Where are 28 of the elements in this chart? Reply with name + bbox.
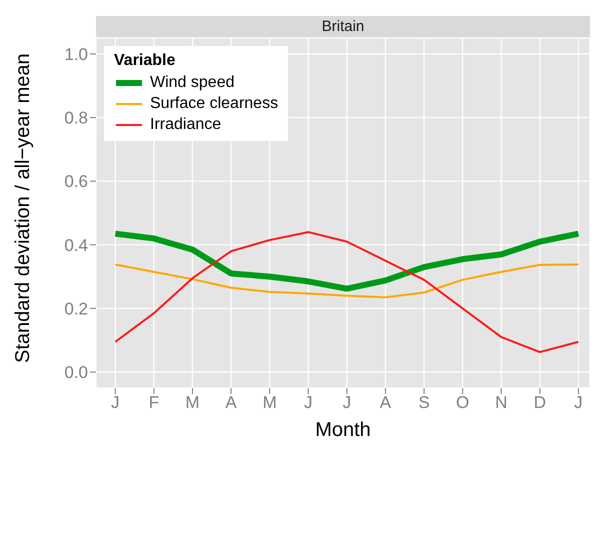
x-tick-label: N [495,393,508,412]
y-axis-title: Standard deviation / all−year mean [12,53,34,363]
chart-title: Britain [96,16,590,38]
x-tick-label: J [574,393,583,412]
legend-label: Surface clearness [150,94,278,112]
y-tick-label: 0.8 [64,108,88,128]
x-tick-label: M [262,393,277,412]
x-axis-title: Month [315,419,371,441]
y-tick-label: 0.4 [64,236,88,255]
y-tick-label: 0.0 [64,363,88,382]
legend-label: Irradiance [150,116,222,134]
x-tick-label: A [380,393,392,412]
x-tick-label: D [534,393,546,412]
y-tick-label: 0.6 [64,172,88,192]
x-tick-label: O [456,393,470,412]
y-tick-label: 0.2 [64,299,88,318]
line-series [114,264,580,298]
x-tick-label: S [418,393,430,412]
legend-title: Variable [114,52,176,70]
x-tick-label: A [225,393,238,412]
x-tick-label: J [342,393,352,412]
x-tick-label: F [148,393,160,412]
x-tick-label: M [185,393,200,412]
x-tick-label: J [304,393,313,412]
legend-label: Wind speed [150,74,234,92]
line-series [114,231,580,354]
y-tick-label: 1.0 [64,44,88,64]
x-tick-label: J [111,393,120,412]
